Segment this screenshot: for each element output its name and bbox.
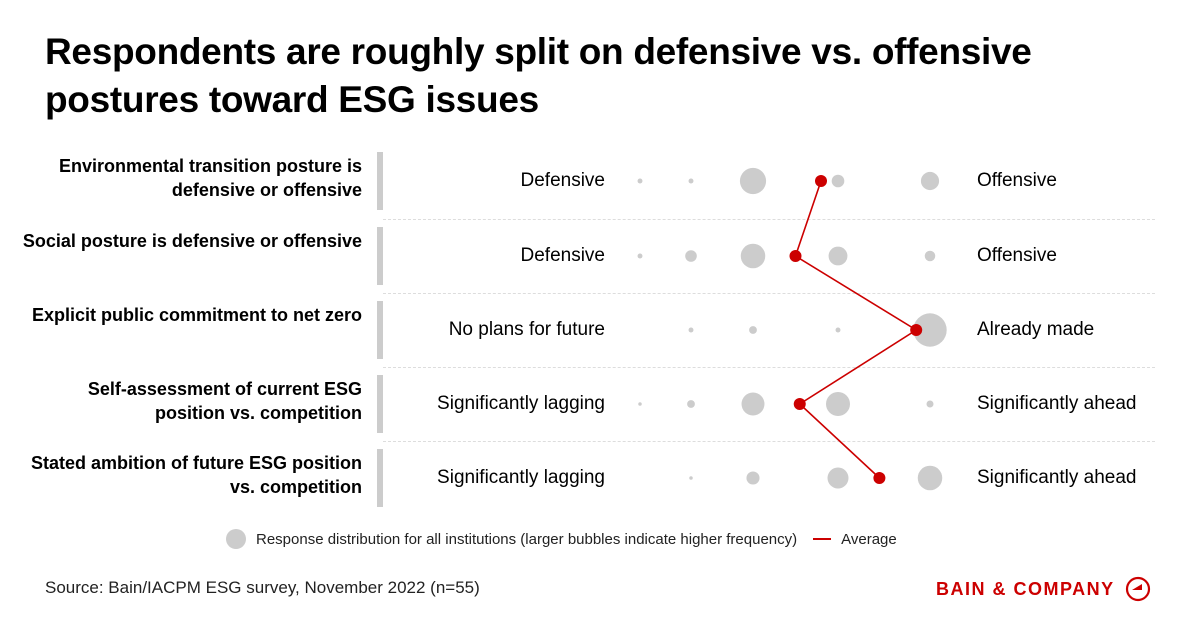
row-separator [383,293,1155,294]
distribution-bubble [688,178,694,184]
average-point [873,472,886,484]
distribution-bubble [828,246,848,266]
legend-bubbles-label: Response distribution for all institutio… [256,530,798,548]
distribution-bubble [926,400,934,408]
row-separator [383,441,1155,442]
row-separator [383,218,1155,220]
legend-average-swatch [813,538,832,540]
row-divider-bar [377,152,383,210]
distribution-bubble [687,400,695,408]
average-line [794,180,918,479]
distribution-bubble [685,250,697,262]
row-divider-bar [377,375,383,433]
row-divider-bar [377,227,383,285]
high-anchor-label: Significantly ahead [977,467,1137,488]
distribution-bubble [826,392,850,416]
distribution-bubble [749,326,757,334]
row-divider-bar [377,449,383,507]
low-anchor-label: Significantly lagging [437,467,605,488]
bain-logo: BAIN & COMPANY [936,576,1151,602]
logo-text: BAIN & COMPANY [936,578,1115,599]
distribution-bubble [831,174,845,188]
low-anchor-label: Defensive [520,170,606,191]
row-divider-bar [377,301,383,359]
row-label: Self-assessment of current ESG position … [87,379,362,423]
distribution-bubble [746,471,760,485]
average-point [910,324,923,336]
distribution-bubble [920,171,940,191]
row-separator [383,367,1155,368]
source-note: Source: Bain/IACPM ESG survey, November … [45,578,480,597]
low-anchor-label: No plans for future [448,319,605,340]
logo-icon [1125,576,1150,602]
high-anchor-label: Offensive [977,170,1057,191]
average-point [789,250,802,262]
chart-title: Respondents are roughly split on defensi… [45,31,1032,120]
distribution-bubble [688,327,694,333]
row-label: Social posture is defensive or offensive [22,231,362,251]
row-label: Environmental transition posture is defe… [58,156,362,200]
row-label: Stated ambition of future ESG position v… [31,453,362,497]
distribution-bubble [924,250,936,262]
distribution-bubble [637,253,643,259]
distribution-bubble [740,243,766,269]
average-point [815,175,827,187]
distribution-bubble [913,313,947,347]
average-point [793,398,806,410]
distribution-bubble [638,402,642,406]
distribution-bubble [739,167,767,195]
low-anchor-label: Significantly lagging [437,393,605,414]
distribution-bubble [689,476,693,480]
legend: Response distribution for all institutio… [226,529,897,549]
legend-average-label: Average [841,530,897,548]
distribution-bubble [827,467,849,489]
high-anchor-label: Offensive [977,245,1057,266]
high-anchor-label: Significantly ahead [977,393,1137,414]
low-anchor-label: Defensive [520,245,606,266]
distribution-bubble [637,178,643,184]
distribution-bubble [741,392,765,416]
row-label: Explicit public commitment to net zero [31,305,362,325]
distribution-bubble [835,327,841,333]
distribution-bubble [917,465,943,491]
high-anchor-label: Already made [977,319,1095,340]
legend-bubble-swatch [226,529,246,549]
